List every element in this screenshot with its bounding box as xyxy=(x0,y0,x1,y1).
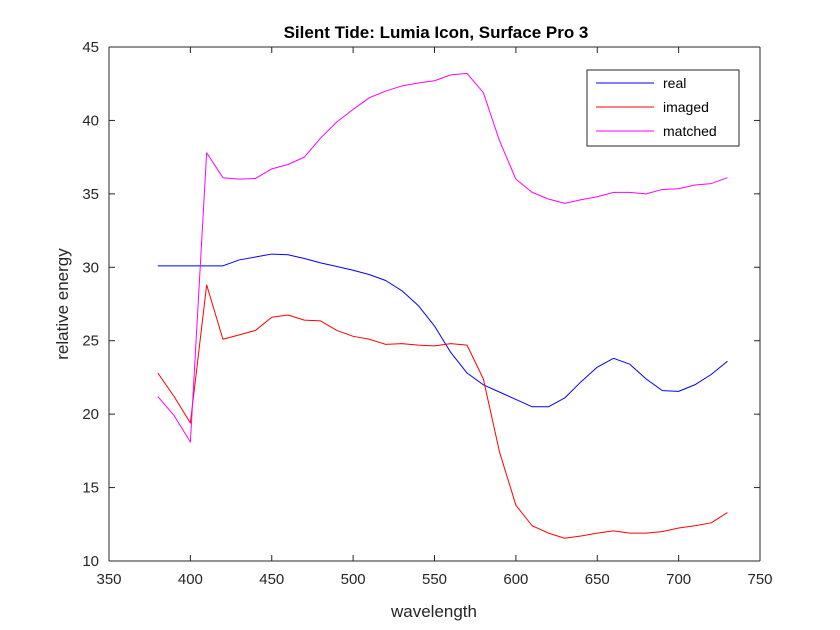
y-tick-label: 25 xyxy=(82,333,99,350)
series-line-real xyxy=(157,253,728,408)
legend-label-imaged: imaged xyxy=(663,99,709,115)
x-tick-label: 750 xyxy=(747,571,772,588)
x-tick-label: 350 xyxy=(96,571,121,588)
x-axis-label: wavelength xyxy=(390,602,477,621)
y-tick-label: 35 xyxy=(82,186,99,203)
series-line-imaged xyxy=(157,284,728,539)
legend-label-matched: matched xyxy=(663,123,717,139)
x-tick-label: 600 xyxy=(503,571,528,588)
x-tick-label: 450 xyxy=(259,571,284,588)
y-axis-label: relative energy xyxy=(53,248,72,360)
x-tick-label: 650 xyxy=(585,571,610,588)
y-tick-label: 15 xyxy=(82,480,99,497)
legend-label-real: real xyxy=(663,75,686,91)
legend: real imaged matched xyxy=(586,69,740,147)
y-tick-label: 40 xyxy=(82,112,99,129)
series-layer xyxy=(157,72,728,539)
y-tick-label: 10 xyxy=(82,553,99,570)
x-tick-label: 550 xyxy=(422,571,447,588)
series-line-matched xyxy=(157,72,728,443)
y-tick-label: 45 xyxy=(82,39,99,56)
x-tick-label: 500 xyxy=(341,571,366,588)
x-tick-label: 400 xyxy=(178,571,203,588)
chart-title: Silent Tide: Lumia Icon, Surface Pro 3 xyxy=(284,23,589,42)
y-tick-label: 20 xyxy=(82,406,99,423)
x-tick-label: 700 xyxy=(666,571,691,588)
ticks-layer: 350 400 450 500 550 600 650 700 750 10 15 20 25 30 35 4… xyxy=(82,39,772,588)
y-tick-label: 30 xyxy=(82,259,99,276)
